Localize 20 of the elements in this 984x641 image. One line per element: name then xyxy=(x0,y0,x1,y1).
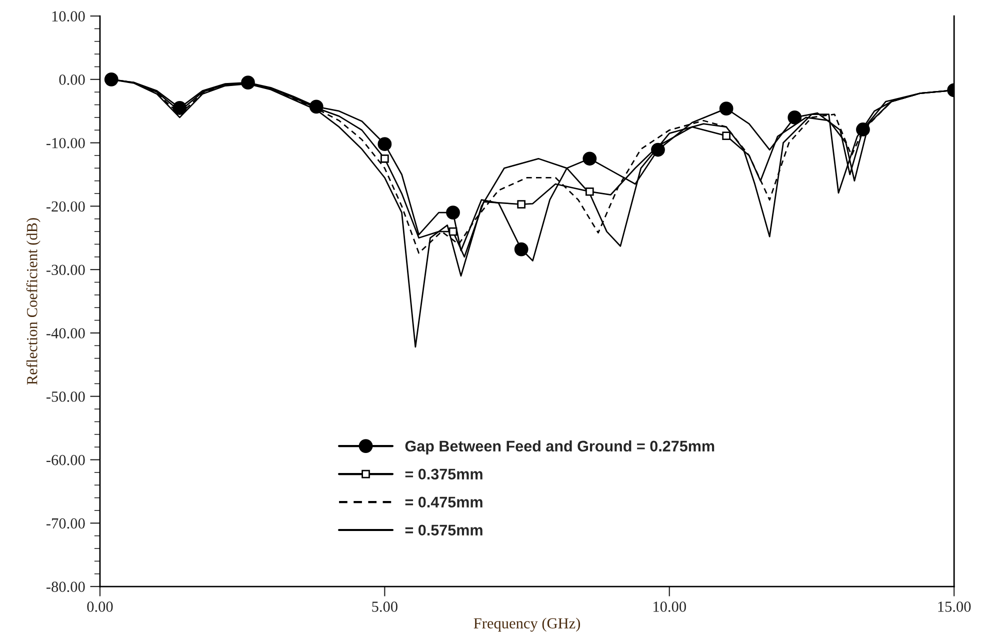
y-tick-label: -80.00 xyxy=(46,582,85,592)
y-tick-label: -50.00 xyxy=(46,391,85,402)
legend-label: = 0.475mm xyxy=(405,496,482,508)
y-tick-label: -20.00 xyxy=(46,201,85,212)
x-tick-label: 5.00 xyxy=(372,602,398,612)
legend-label: Gap Between Feed and Ground = 0.275mm xyxy=(405,440,714,455)
y-tick-label: 10.00 xyxy=(52,11,85,22)
legend-label: = 0.375mm xyxy=(405,468,482,480)
y-tick-label: -60.00 xyxy=(46,454,85,466)
y-tick-label: -70.00 xyxy=(46,518,85,529)
y-tick-label: -40.00 xyxy=(46,328,85,338)
y-tick-label: -10.00 xyxy=(46,138,85,148)
x-tick-label: 0.00 xyxy=(87,602,113,612)
x-tick-label: 15.00 xyxy=(938,602,971,612)
x-axis-title: Frequency (GHz) xyxy=(474,618,580,632)
x-tick-label: 10.00 xyxy=(654,602,686,612)
y-axis-title: Reflection Coefficient (dB) xyxy=(26,218,40,385)
y-tick-label: -30.00 xyxy=(46,264,85,276)
legend-label: = 0.575mm xyxy=(405,524,482,536)
y-tick-label: 0.00 xyxy=(59,74,85,85)
